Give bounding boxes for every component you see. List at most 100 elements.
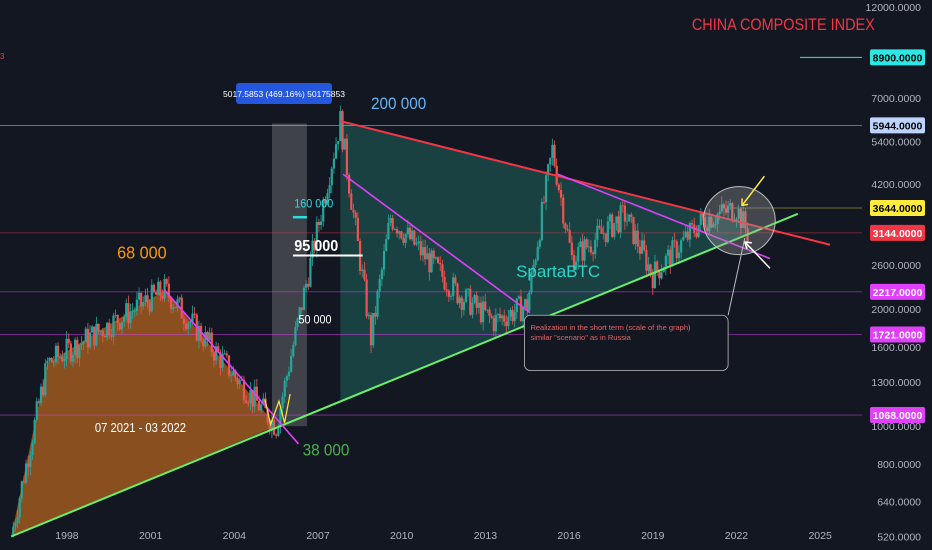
candle-body [56,345,60,357]
candle-body [251,390,254,407]
candle-body [71,355,75,362]
candle-body [298,307,301,319]
price-badge-3 [870,224,925,241]
candle-body [534,260,537,266]
candle-body [22,481,26,483]
candle-body [345,138,349,176]
candle-body [238,379,241,385]
candle-body [617,216,620,233]
candle-body [16,517,19,524]
y-tick-label-2: 800.0000 [877,459,921,471]
yellow-arrow [741,175,765,206]
candle-body [154,291,158,295]
y-tick-label-12: 12000.0000 [866,2,922,14]
candle-body [447,290,450,297]
candle-body [112,315,115,337]
candle-body [292,344,295,357]
candle-body [471,302,474,315]
candle-body [387,222,390,240]
y-tick-label-1: 640.0000 [877,496,921,508]
corner-mark: 3 [0,52,5,61]
candle-body [131,311,134,313]
candle-body [660,272,663,279]
candle-body [219,352,222,368]
candle-body [579,241,582,247]
price-axis[interactable]: 520.0000 640.0000 800.0000 1000.0000 1300.00… [866,2,925,544]
annotation-label-5: 38 000 [303,441,350,460]
candle-body [722,204,726,209]
candle-body [361,269,364,271]
candle-body [52,361,55,363]
candle-body [253,386,256,407]
candle-body [82,341,85,344]
candle-body [108,322,111,336]
candle-body [385,239,388,251]
x-tick-label-5: 2013 [474,530,498,542]
candle-body [441,264,444,277]
candle-body [551,144,554,158]
candle-body [376,291,379,317]
candle-body [735,218,738,221]
candle-body [395,229,399,234]
candle-body [445,289,448,291]
price-badge-4 [870,283,925,300]
candle-body [710,216,713,228]
price-badge-label-4: 2217.0000 [873,287,923,299]
annotation-label-1: 200 000 [371,94,426,113]
candle-body [634,230,637,244]
candle-body [315,221,318,251]
candle-body [686,231,689,240]
candle-body [557,184,560,190]
candle-body [477,302,480,308]
candle-body [411,230,414,240]
candle-body [63,358,66,362]
candle-body [332,158,336,169]
annotation-label-6: 07 2021 - 03 2022 [95,421,186,436]
candle-body [488,309,491,316]
candle-body [189,321,192,324]
candle-body [636,230,639,247]
candle-body [76,339,79,359]
candle-body [91,326,94,333]
candle-body [467,288,470,290]
candle-body [434,257,438,259]
candle-body [519,296,523,322]
candle-body [294,327,297,345]
annotation-label-3: 95 000 [294,238,338,256]
candle-body [144,295,147,302]
candle-body [67,338,70,344]
x-tick-label-8: 2022 [725,530,749,542]
time-axis[interactable]: 1998 2001 2004 2007 2010 2013 2016 2019 2022 2025 [55,530,832,542]
candle-body [365,279,368,317]
candle-body [206,331,209,341]
candle-body [39,386,43,403]
candle-body [120,322,124,330]
candle-body [402,238,405,243]
white-arrow-head [743,241,752,250]
price-badge-5 [870,326,925,343]
x-tick-label-4: 2010 [390,530,414,542]
candle-body [230,375,233,377]
candle-body [708,216,711,232]
measure-range-box [271,123,307,427]
candle-body [473,295,476,303]
candle-body [225,353,228,356]
candle-body [524,299,527,308]
candle-body [501,315,504,319]
candle-body [513,312,516,322]
candle-body [88,332,92,348]
candle-body [482,301,485,323]
candle-body [242,379,246,401]
candle-body [604,233,607,243]
candle-body [559,189,563,198]
candle-body [452,277,455,297]
candle-body [48,358,51,361]
candle-body [232,370,235,376]
price-badge-6 [870,407,925,424]
candle-body [369,315,373,346]
candle-body [486,309,489,311]
candle-body [152,284,156,292]
candle-body [319,221,323,226]
candle-body [544,175,548,203]
candle-body [505,321,508,327]
